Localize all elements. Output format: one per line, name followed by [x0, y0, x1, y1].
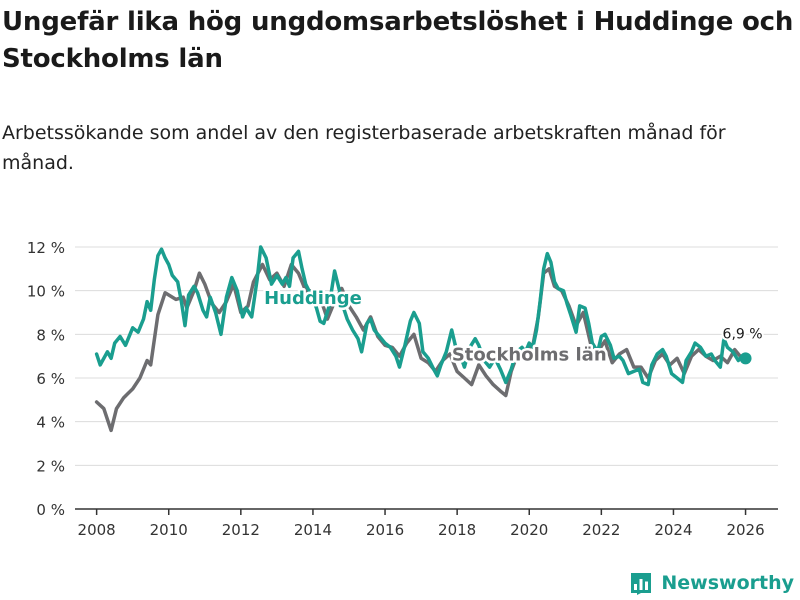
x-tick-label: 2018 — [438, 521, 476, 539]
annotations: 6,9 % — [721, 324, 765, 365]
chart-title: Ungefär lika hög ungdomsarbetslöshet i H… — [2, 7, 794, 74]
series-line-stockholms-l-n — [94, 262, 748, 433]
y-tick-label: 10 % — [27, 283, 65, 301]
series-label-huddinge: Huddinge — [264, 288, 362, 309]
line-chart: 0 % 2 % 4 % 6 % 8 % 10 % 12 % 2008 2010 2012 2014… — [27, 239, 778, 539]
y-tick-label: 8 % — [36, 326, 65, 344]
x-tick-label: 2014 — [294, 521, 332, 539]
series-label-stockholms-l-n: Stockholms län — [452, 345, 607, 366]
series-lines — [94, 245, 748, 433]
x-tick-label: 2012 — [222, 521, 260, 539]
x-tick-label: 2020 — [510, 521, 548, 539]
y-tick-label: 4 % — [36, 414, 65, 432]
y-tick-label: 6 % — [36, 370, 65, 388]
endpoint-marker — [739, 352, 752, 365]
brand-name: Newsworthy — [661, 572, 794, 594]
x-tick-label: 2022 — [582, 521, 620, 539]
x-tick-label: 2024 — [654, 521, 692, 539]
x-axis-tick-labels: 2008 2010 2012 2014 2016 2018 2020 2022 2024 2026 — [78, 509, 765, 539]
bar-chart-icon — [629, 571, 653, 595]
brand-logo[interactable]: Newsworthy — [629, 568, 794, 598]
x-tick-label: 2026 — [726, 521, 764, 539]
series-line-huddinge — [94, 245, 748, 387]
y-tick-label: 0 % — [36, 501, 65, 519]
x-tick-label: 2010 — [150, 521, 188, 539]
endpoint-value-label: 6,9 % — [723, 326, 763, 342]
y-tick-label: 2 % — [36, 457, 65, 475]
y-tick-label: 12 % — [27, 239, 65, 257]
x-tick-label: 2008 — [78, 521, 116, 539]
series-labels: Stockholms län Huddinge — [262, 285, 610, 368]
y-axis-tick-labels: 0 % 2 % 4 % 6 % 8 % 10 % 12 % — [27, 239, 65, 519]
x-tick-label: 2016 — [366, 521, 404, 539]
chart-subtitle: Arbetssökande som andel av den registerb… — [2, 122, 726, 174]
